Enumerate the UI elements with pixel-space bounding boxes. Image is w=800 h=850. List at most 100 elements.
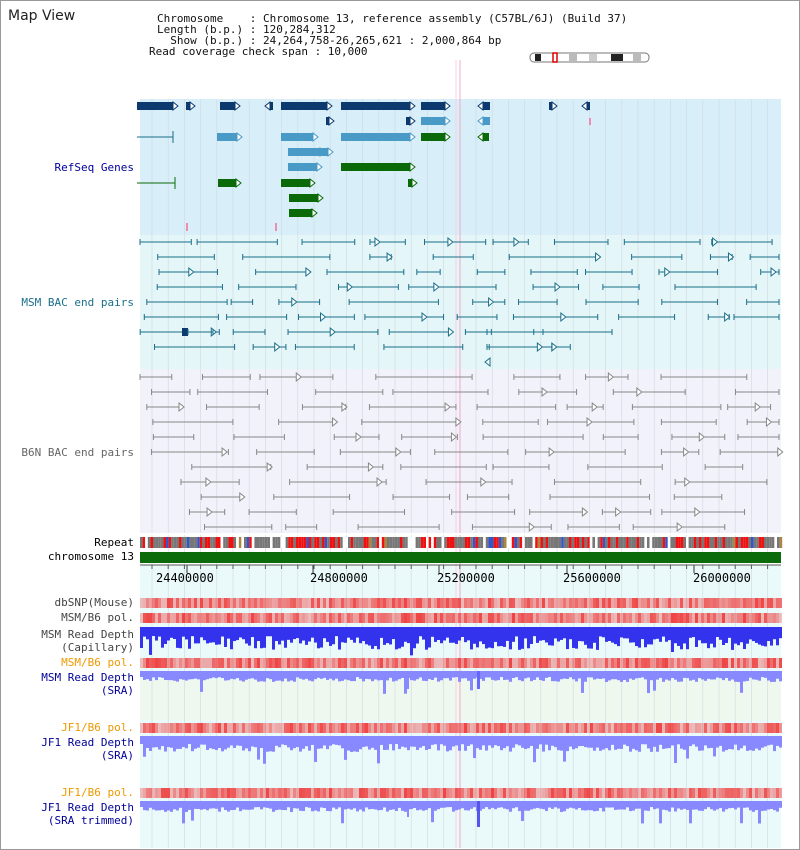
heat-cell [260, 613, 263, 623]
track-label-jf1-depth-sra[interactable]: JF1 Read Depth (SRA) [41, 736, 134, 762]
depth-bar [296, 627, 299, 639]
info-show-range: Show (b.p.) : 24,264,758-26,265,621 : 2,… [157, 34, 502, 47]
depth-bar [467, 627, 470, 641]
depth-bar [488, 736, 491, 746]
depth-bar [473, 801, 476, 808]
repeat-segment [225, 537, 229, 548]
depth-bar [512, 671, 515, 678]
depth-bar [464, 671, 467, 679]
heat-cell [743, 658, 746, 668]
track-label-b6n-bac[interactable]: B6N BAC end pairs [21, 446, 134, 459]
track-label-dbsnp[interactable]: dbSNP(Mouse) [54, 596, 134, 609]
depth-bar [503, 627, 506, 647]
track-label-msm-depth-capillary[interactable]: MSM Read Depth (Capillary) [41, 628, 134, 654]
depth-bar [746, 627, 749, 644]
heat-cell [395, 788, 398, 798]
heat-cell [698, 598, 701, 608]
heat-cell [746, 613, 749, 623]
heat-cell [728, 788, 731, 798]
heat-cell [191, 788, 194, 798]
depth-bar [341, 801, 344, 824]
depth-bar [530, 801, 533, 810]
heat-cell [221, 658, 224, 668]
heat-cell [194, 613, 197, 623]
heat-cell [710, 598, 713, 608]
heat-cell [608, 788, 611, 798]
track-label-msm-b6-pol-1[interactable]: MSM/B6 pol. [61, 611, 134, 624]
depth-bar [371, 671, 374, 682]
heat-cell [323, 788, 326, 798]
heat-cell [455, 658, 458, 668]
repeat-segment [623, 537, 627, 548]
track-label-jf1-b6-pol-1[interactable]: JF1/B6 pol. [61, 721, 134, 734]
heat-cell [446, 723, 449, 733]
depth-bar [434, 671, 437, 678]
heat-cell [563, 788, 566, 798]
heat-cell [311, 723, 314, 733]
depth-bar [374, 736, 377, 750]
gene-exon [288, 163, 317, 171]
depth-bar [773, 671, 776, 682]
heat-cell [383, 658, 386, 668]
track-label-chromosome[interactable]: chromosome 13 [47, 550, 134, 563]
depth-bar [419, 801, 422, 810]
repeat-segment [584, 537, 588, 548]
depth-bar [158, 736, 161, 750]
bac-end-arrow [395, 446, 402, 458]
depth-bar [383, 736, 386, 750]
track-label-msm-bac[interactable]: MSM BAC end pairs [21, 296, 134, 309]
depth-bar [713, 671, 716, 680]
heat-cell [770, 613, 773, 623]
repeat-segment [636, 537, 640, 548]
gene-exon [137, 102, 173, 110]
heat-cell [218, 613, 221, 623]
repeat-segment [727, 537, 731, 548]
heat-cell [236, 613, 239, 623]
heat-cell [614, 598, 617, 608]
depth-bar [755, 801, 758, 811]
heat-cell [356, 658, 359, 668]
track-label-refseq[interactable]: RefSeq Genes [54, 161, 134, 174]
depth-bar [560, 627, 563, 640]
track-label-msm-depth-sra[interactable]: MSM Read Depth (SRA) [41, 671, 134, 697]
heat-cell [296, 658, 299, 668]
depth-bar [176, 627, 179, 648]
heat-cell [143, 723, 146, 733]
depth-bar [674, 627, 677, 644]
depth-bar [503, 671, 506, 680]
bac-end-arrow [239, 491, 246, 503]
repeat-segment [587, 537, 590, 548]
chromosome-ideogram[interactable] [529, 52, 650, 63]
heat-cell [317, 613, 320, 623]
heat-cell [200, 723, 203, 733]
track-label-msm-b6-pol-2[interactable]: MSM/B6 pol. [61, 656, 134, 669]
depth-bar [152, 627, 155, 637]
depth-bar [287, 627, 290, 640]
heat-cell [338, 788, 341, 798]
heat-cell [422, 613, 425, 623]
gene-arrow [409, 131, 416, 143]
depth-bar [230, 736, 233, 746]
repeat-segment [301, 537, 304, 548]
heat-cell [452, 598, 455, 608]
depth-bar [707, 671, 710, 679]
heat-cell [536, 598, 539, 608]
heat-cell [284, 658, 287, 668]
depth-bar [659, 736, 662, 745]
track-label-repeat[interactable]: Repeat [94, 536, 134, 549]
bac-end-arrow [694, 506, 701, 518]
depth-bar [764, 736, 767, 747]
heat-cell [479, 613, 482, 623]
heat-cell [218, 598, 221, 608]
repeat-segment [244, 537, 247, 548]
depth-bar [173, 801, 176, 810]
gene-exon [406, 117, 410, 125]
track-label-jf1-depth-trimmed[interactable]: JF1 Read Depth (SRA trimmed) [41, 801, 134, 827]
heat-cell [287, 598, 290, 608]
track-label-jf1-b6-pol-2[interactable]: JF1/B6 pol. [61, 786, 134, 799]
heat-cell [764, 598, 767, 608]
bac-end-arrow [320, 311, 327, 323]
depth-bar [623, 801, 626, 810]
heat-cell [614, 613, 617, 623]
repeat-segment [777, 537, 780, 548]
